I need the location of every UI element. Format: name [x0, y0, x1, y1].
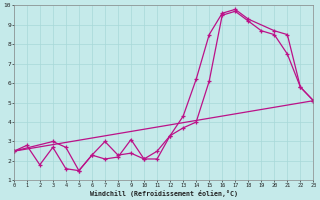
- X-axis label: Windchill (Refroidissement éolien,°C): Windchill (Refroidissement éolien,°C): [90, 190, 237, 197]
